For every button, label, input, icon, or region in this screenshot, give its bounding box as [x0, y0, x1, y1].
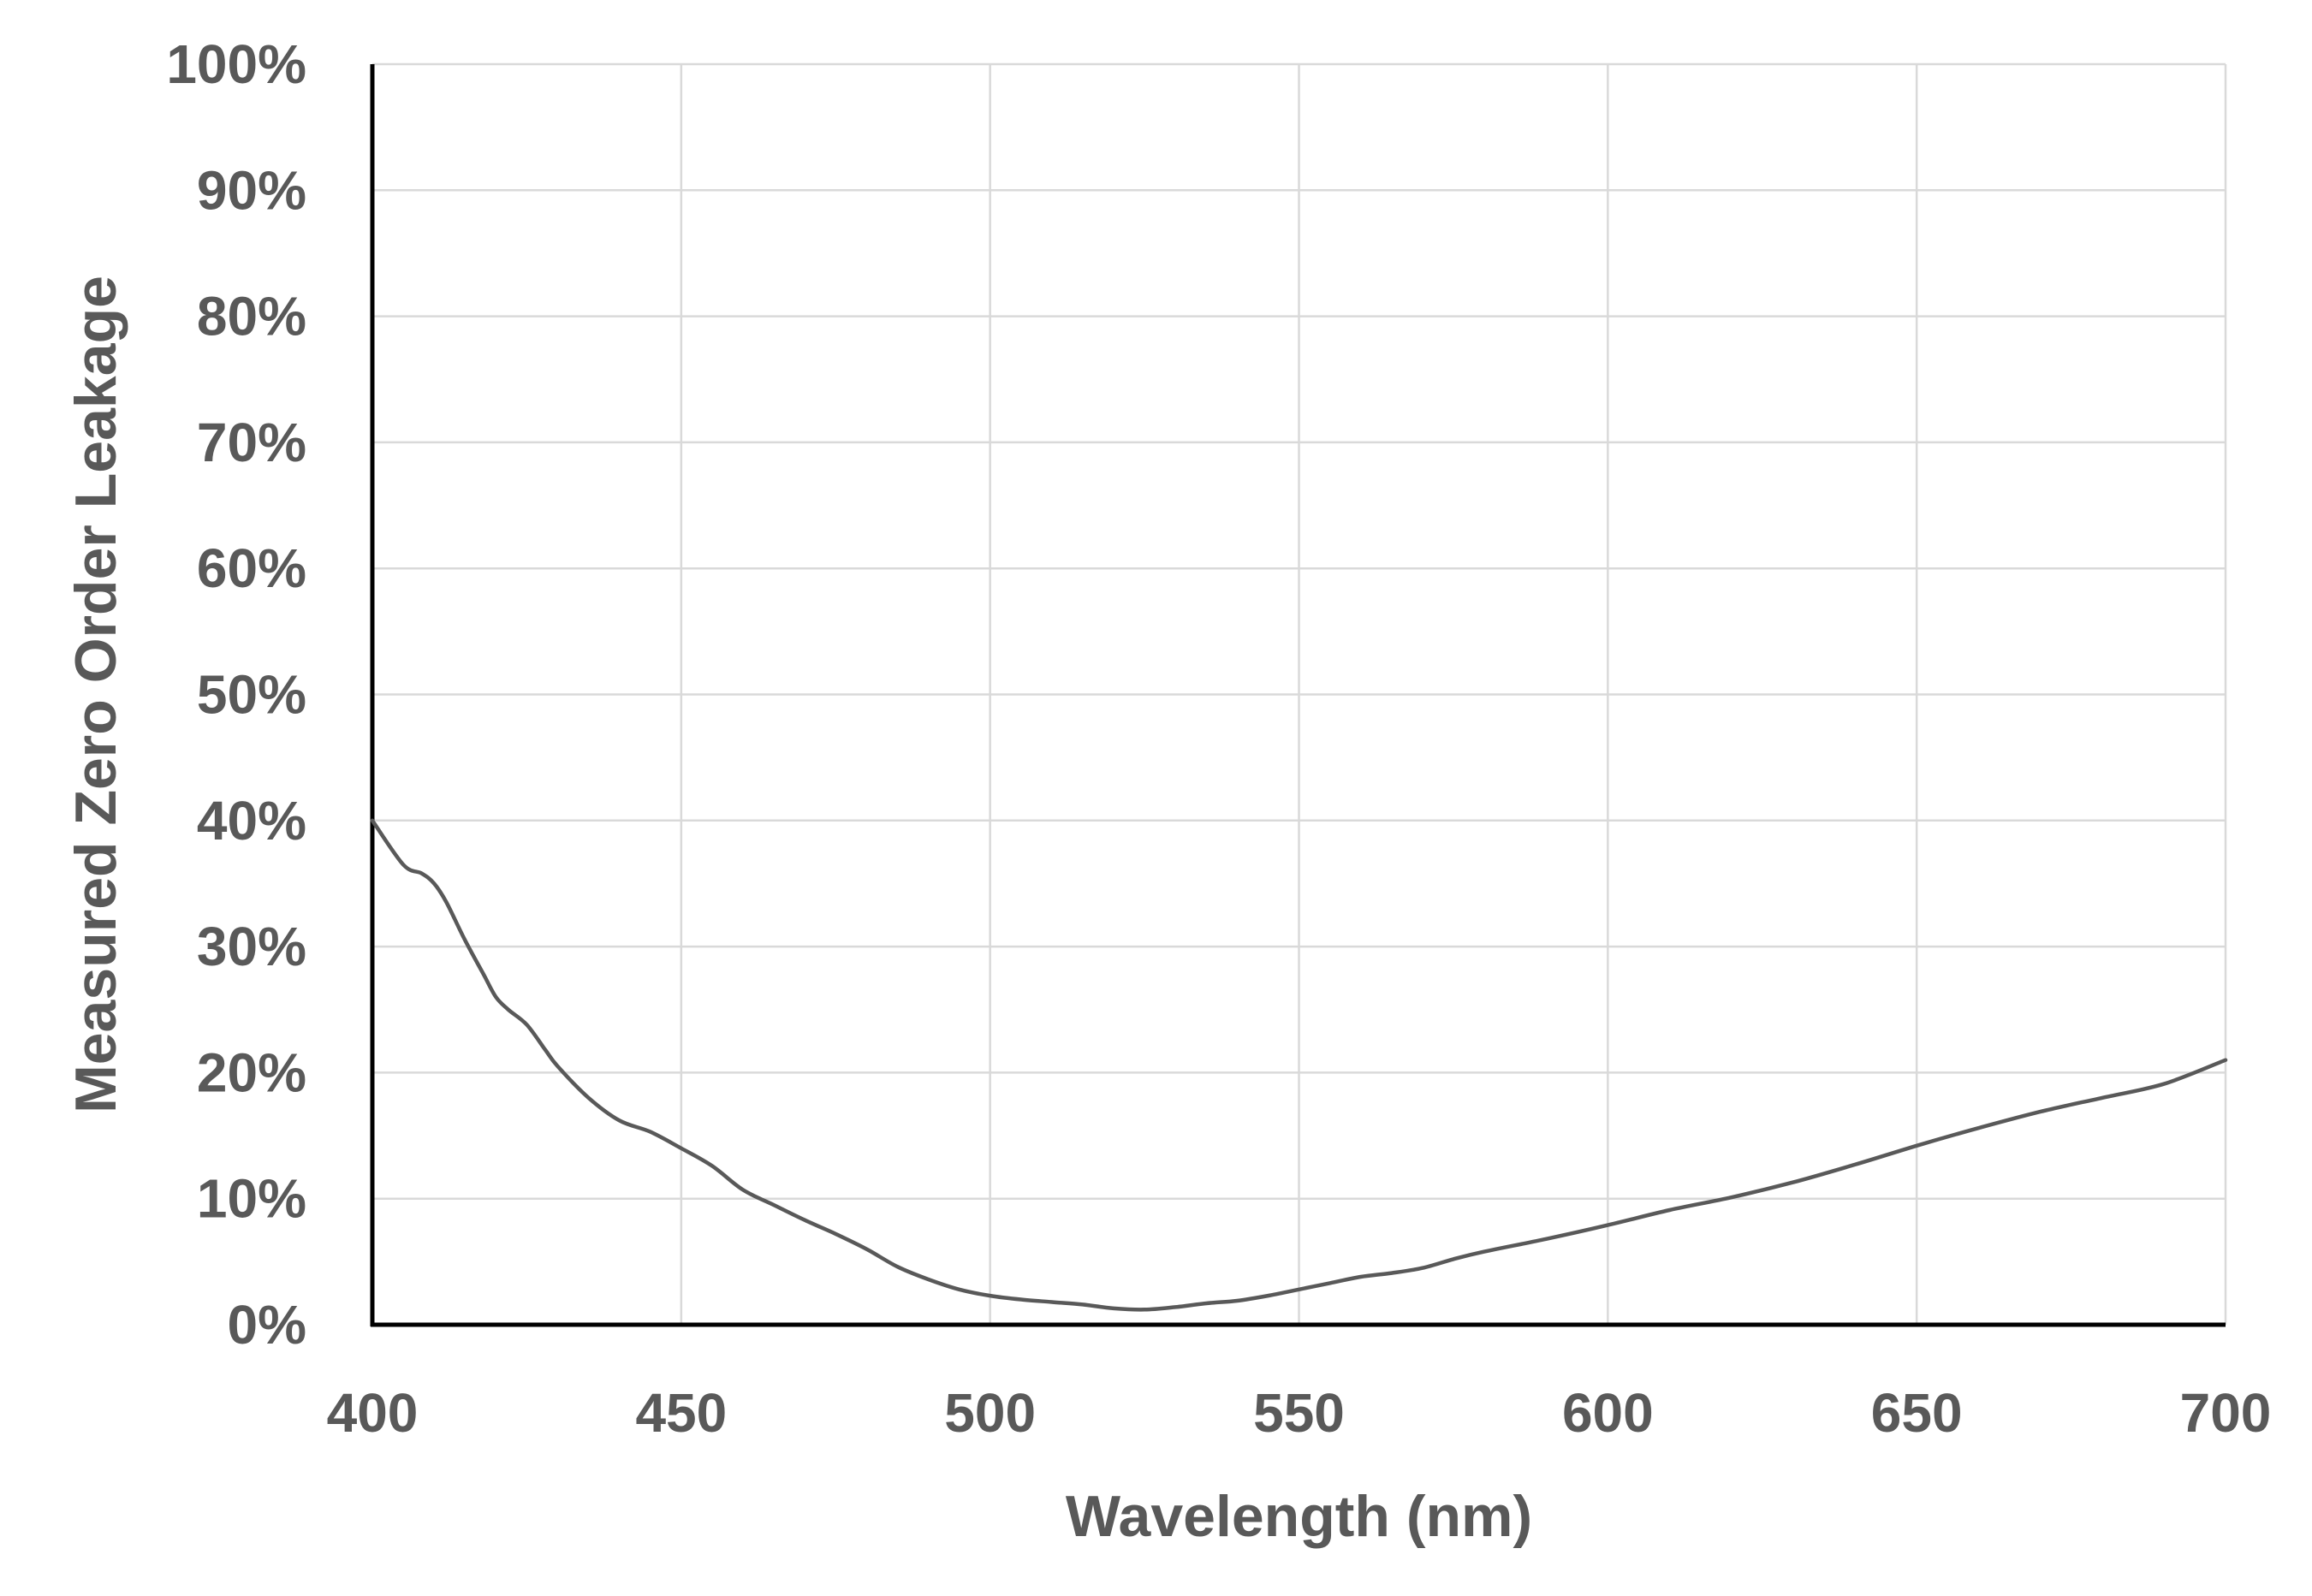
y-axis-title: Measured Zero Order Leakage: [63, 276, 128, 1113]
x-axis-title: Wavelength (nm): [1066, 1484, 1532, 1549]
x-tick-label: 600: [1562, 1382, 1654, 1444]
y-tick-label: 30%: [197, 916, 306, 977]
y-tick-label: 80%: [197, 286, 306, 347]
y-tick-label: 40%: [197, 790, 306, 851]
y-tick-label: 10%: [197, 1168, 306, 1230]
y-tick-label: 60%: [197, 537, 306, 599]
y-tick-label: 0%: [228, 1294, 307, 1356]
x-tick-labels: 400 450 500 550 600 650 700: [327, 1382, 2272, 1444]
x-tick-label: 500: [944, 1382, 1036, 1444]
y-tick-label: 50%: [197, 664, 306, 726]
y-tick-label: 100%: [166, 33, 306, 95]
y-tick-label: 20%: [197, 1041, 306, 1103]
y-tick-label: 70%: [197, 412, 306, 473]
y-tick-label: 90%: [197, 159, 306, 221]
x-tick-label: 550: [1253, 1382, 1345, 1444]
x-tick-label: 400: [327, 1382, 419, 1444]
leakage-series-line: [370, 818, 2228, 1312]
x-tick-label: 700: [2180, 1382, 2272, 1444]
y-tick-labels: 0% 10% 20% 30% 40% 50% 60% 70% 80% 90% 100%: [166, 33, 306, 1356]
x-tick-label: 650: [1871, 1382, 1963, 1444]
horizontal-gridlines: [372, 62, 2226, 1200]
x-tick-label: 450: [635, 1382, 727, 1444]
